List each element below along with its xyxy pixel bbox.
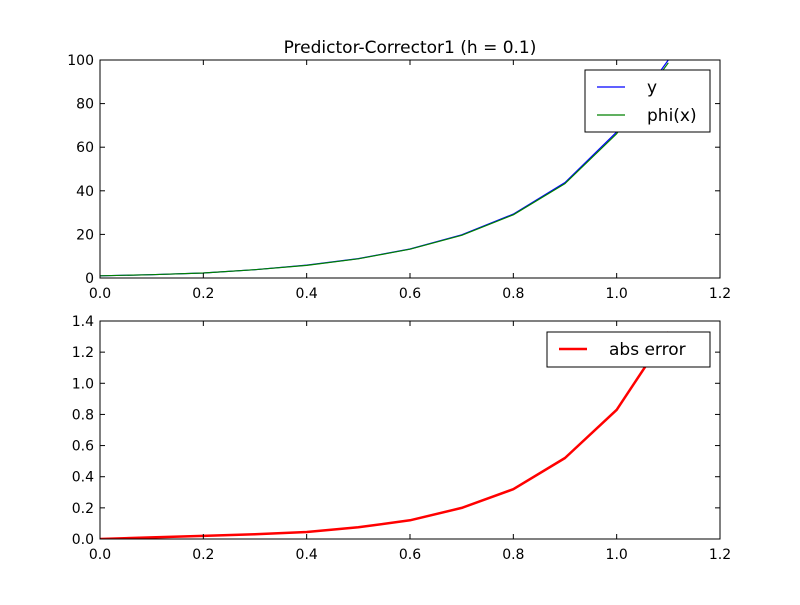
y-tick-label: 0.2 (72, 501, 94, 517)
legend-box (584, 69, 711, 133)
x-tick-label: 0.8 (502, 547, 524, 563)
x-tick-label: 0.4 (296, 286, 318, 302)
x-tick-label: 0.0 (89, 286, 111, 302)
chart-title: Predictor-Corrector1 (h = 0.1) (284, 38, 537, 58)
bottom-plot-marks (100, 331, 670, 539)
y-tick-label: 0 (85, 271, 94, 287)
y-tick-label: 20 (76, 227, 94, 243)
bottom-plot: 0.0 0.2 0.4 0.6 0.8 1.0 1.2 0.0 0.2 0.4 0.6 0.8 1.0 1… (72, 314, 731, 563)
y-tick-label: 40 (76, 184, 94, 200)
top-plot-legend: y phi(x) (584, 69, 711, 133)
y-tick-label: 1.2 (72, 345, 94, 361)
x-tick-label: 1.2 (709, 286, 731, 302)
series-line-abs-error (100, 331, 670, 539)
top-plot-frame (99, 59, 721, 279)
legend-label: phi(x) (647, 106, 697, 126)
y-tick-label: 0.0 (72, 532, 94, 548)
top-plot-marks (100, 60, 669, 277)
x-tick-label: 1.0 (606, 547, 628, 563)
y-tick-label: 0.6 (72, 439, 94, 455)
x-tick-label: 0.0 (89, 547, 111, 563)
legend-label: abs error (609, 340, 686, 360)
y-tick-label: 0.4 (72, 470, 94, 486)
x-tick-label: 1.0 (606, 286, 628, 302)
legend-label: y (647, 78, 657, 98)
top-plot: Predictor-Corrector1 (h = 0.1) 0.0 0.2 0.4… (67, 38, 731, 302)
x-tick-label: 0.6 (399, 286, 421, 302)
x-tick-label: 0.8 (502, 286, 524, 302)
x-tick-label: 0.2 (192, 547, 214, 563)
x-tick-label: 1.2 (709, 547, 731, 563)
top-plot-ticks: 0.0 0.2 0.4 0.6 0.8 1.0 1.2 0 20 40 60 80 100 (67, 53, 731, 302)
x-tick-label: 0.6 (399, 547, 421, 563)
x-tick-label: 0.4 (296, 547, 318, 563)
bottom-plot-legend: abs error (546, 331, 711, 368)
y-tick-label: 1.0 (72, 376, 94, 392)
y-tick-label: 100 (67, 53, 94, 69)
y-tick-label: 80 (76, 97, 94, 113)
x-tick-label: 0.2 (192, 286, 214, 302)
bottom-plot-ticks: 0.0 0.2 0.4 0.6 0.8 1.0 1.2 0.0 0.2 0.4 0.6 0.8 1.0 1… (72, 314, 731, 563)
y-tick-label: 0.8 (72, 407, 94, 423)
y-tick-label: 1.4 (72, 314, 94, 330)
series-line-phi-x- (100, 62, 669, 277)
y-tick-label: 60 (76, 140, 94, 156)
bottom-plot-frame (99, 320, 721, 540)
